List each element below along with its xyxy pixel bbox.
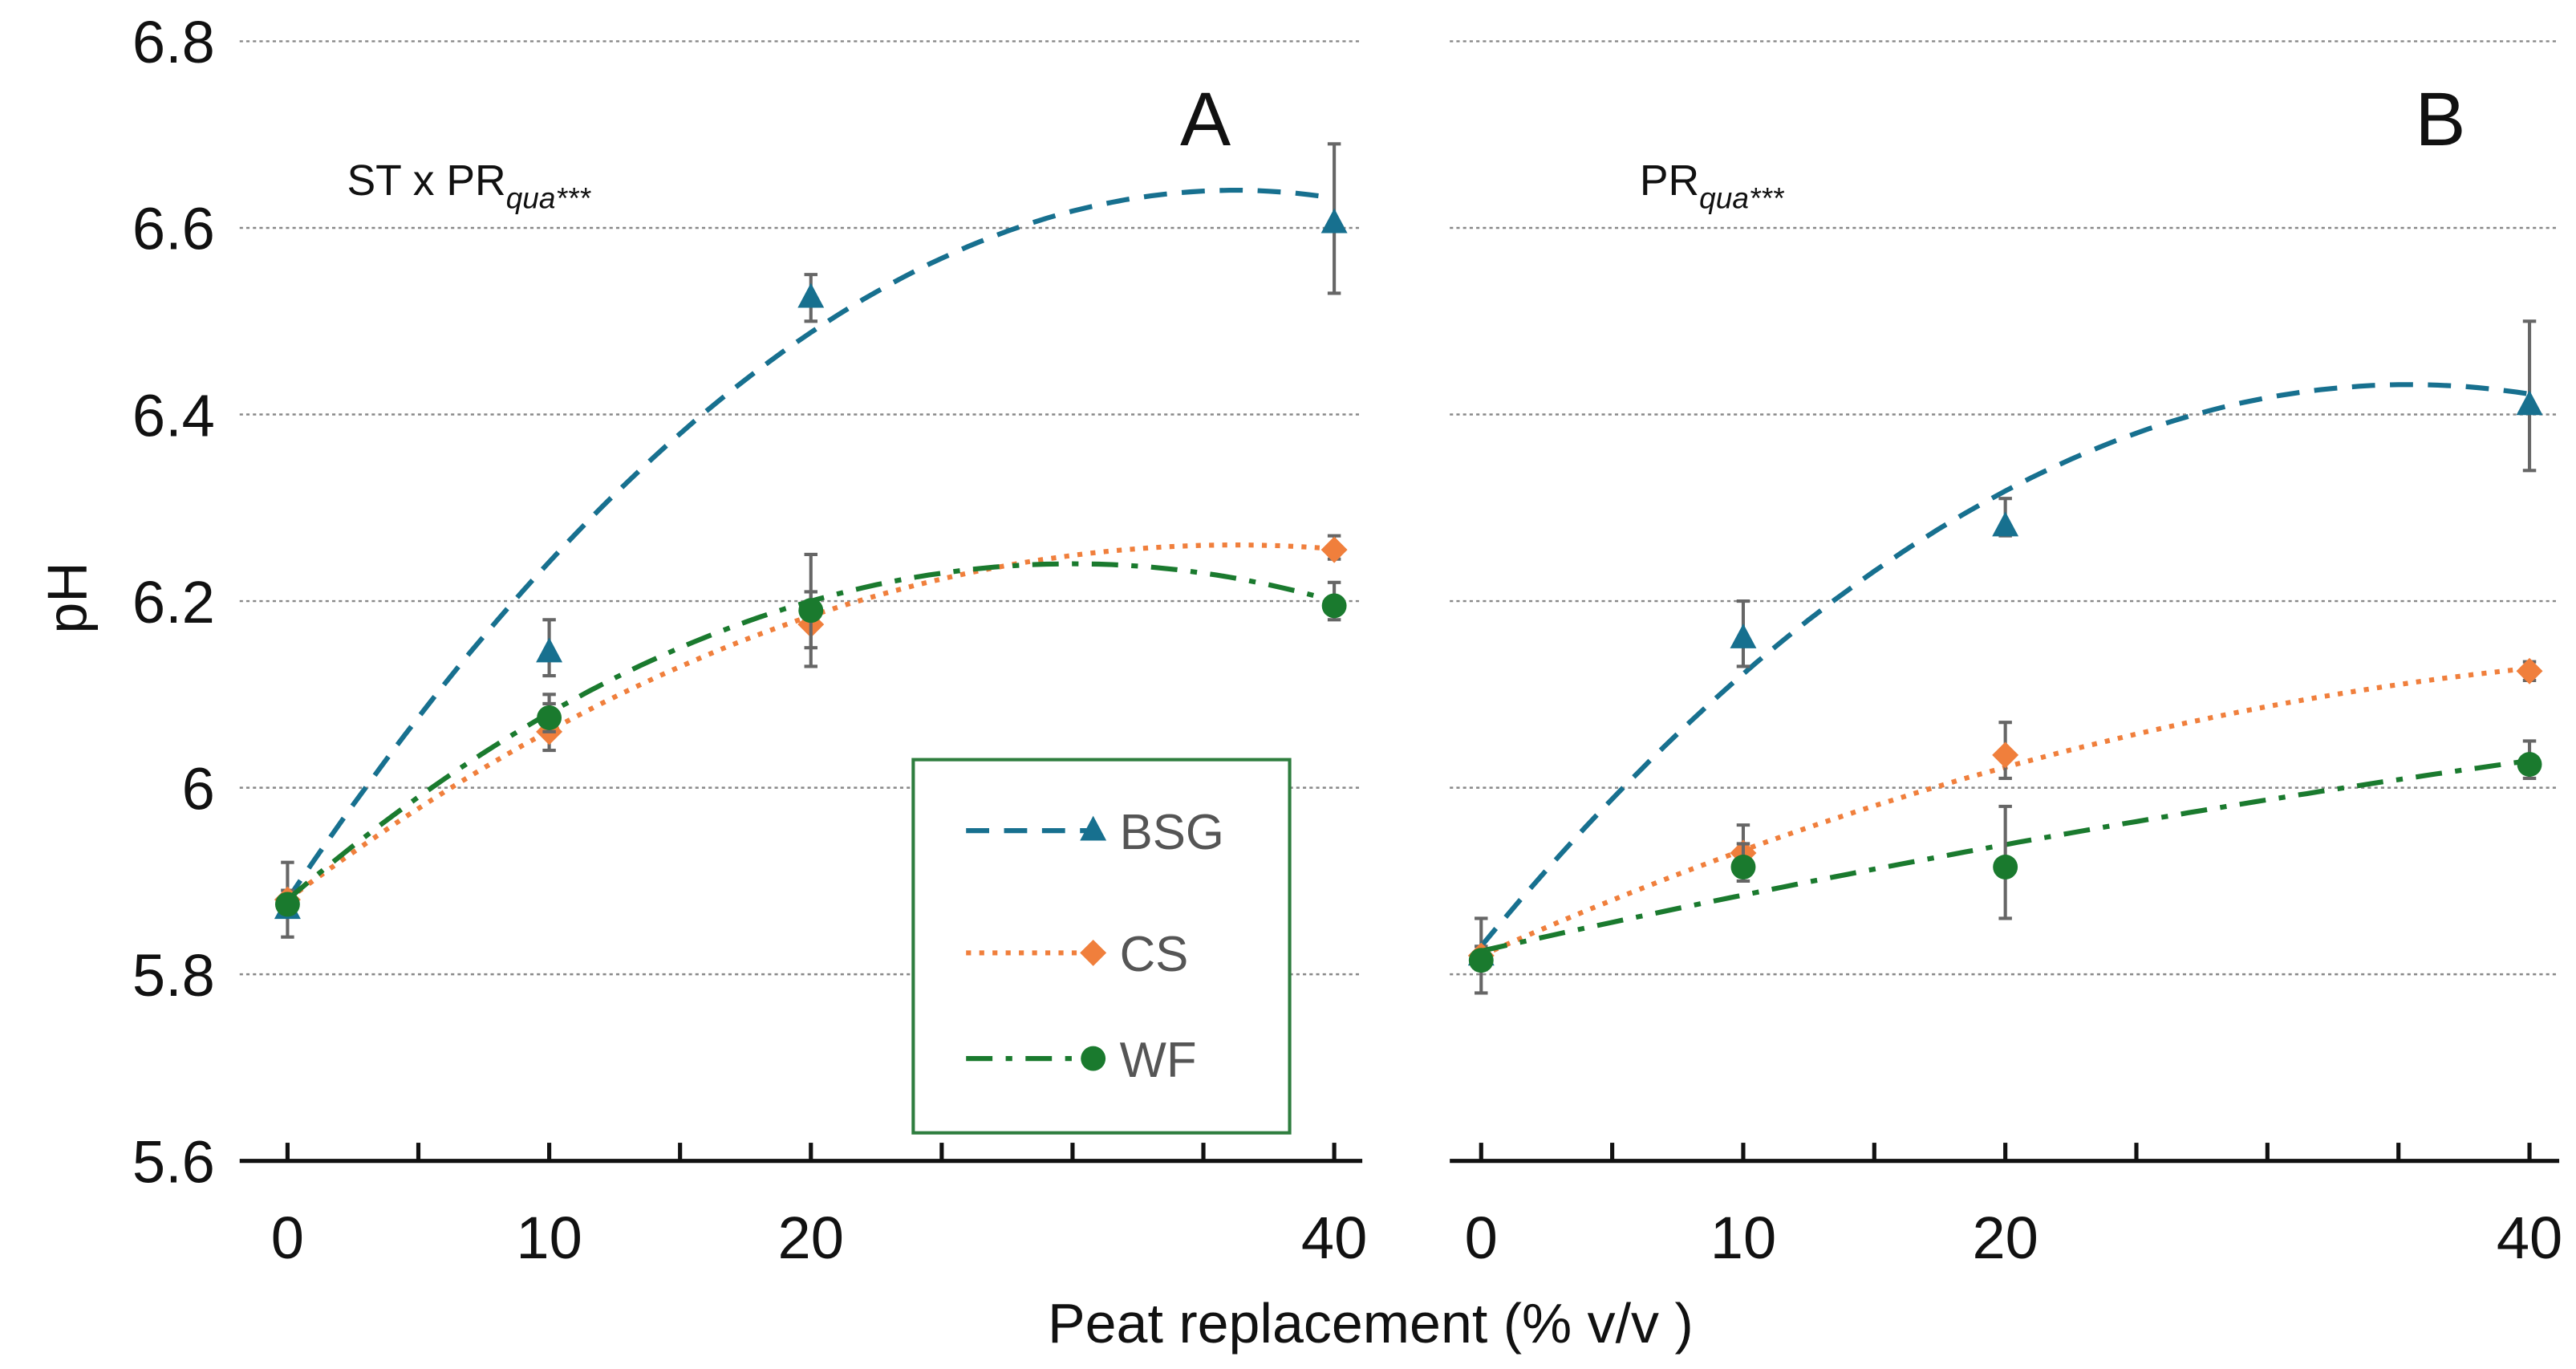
y-tick-label: 6.8 bbox=[132, 9, 215, 75]
legend-entry-bsg: BSG bbox=[966, 805, 1224, 860]
panel-label: A bbox=[1180, 77, 1231, 162]
data-point bbox=[2516, 657, 2543, 684]
data-point bbox=[797, 282, 825, 308]
significance-annotation: PRqua*** bbox=[1640, 157, 1785, 214]
y-tick-label: 6.6 bbox=[132, 196, 215, 262]
legend-label: CS bbox=[1120, 927, 1189, 982]
x-tick-label: 0 bbox=[271, 1204, 304, 1271]
data-point bbox=[1468, 948, 1494, 973]
legend-box bbox=[911, 758, 1292, 1135]
data-point bbox=[274, 892, 300, 917]
x-tick-label: 20 bbox=[1972, 1204, 2038, 1271]
fit-curve bbox=[1479, 382, 2530, 949]
significance-annotation: ST x PRqua*** bbox=[347, 157, 591, 214]
data-point bbox=[1320, 208, 1348, 234]
data-point bbox=[537, 705, 562, 730]
data-point bbox=[1730, 624, 1757, 648]
fit-curve bbox=[285, 187, 1335, 901]
legend: BSG CS WF bbox=[911, 758, 1292, 1135]
x-tick-label: 40 bbox=[1301, 1204, 1367, 1271]
data-point bbox=[2517, 752, 2542, 777]
series-wf bbox=[1468, 739, 2542, 973]
data-point bbox=[536, 637, 563, 663]
axes: 5.6 5.8 6 6.2 6.4 6.6 6.8 0 10 20 40 0 10 20 40 bbox=[132, 9, 2562, 1271]
data-point bbox=[1321, 593, 1347, 619]
fit-curve bbox=[1480, 758, 2530, 954]
x-tick-label: 10 bbox=[516, 1204, 582, 1271]
series-wf bbox=[274, 561, 1347, 917]
circle-marker-icon bbox=[1081, 1046, 1106, 1071]
legend-label: BSG bbox=[1120, 805, 1224, 860]
x-tick-label: 10 bbox=[1710, 1204, 1776, 1271]
legend-label: WF bbox=[1120, 1033, 1197, 1088]
y-tick-label: 6.2 bbox=[132, 569, 215, 636]
data-point bbox=[1320, 536, 1348, 563]
data-point bbox=[1992, 741, 2019, 769]
triangle-marker-icon bbox=[1080, 815, 1107, 841]
panel-label: B bbox=[2415, 77, 2465, 162]
data-point bbox=[1730, 855, 1756, 879]
legend-entry-wf: WF bbox=[966, 1033, 1197, 1088]
data-point bbox=[2516, 390, 2543, 416]
x-tick-label: 40 bbox=[2497, 1204, 2562, 1271]
x-tick-label: 20 bbox=[778, 1204, 844, 1271]
data-point bbox=[1993, 855, 2018, 879]
series-bsg bbox=[1467, 319, 2543, 995]
y-tick-label: 5.8 bbox=[132, 942, 215, 1009]
plot-area: A ST x PRqua*** B PRqua*** bbox=[274, 77, 2543, 995]
y-tick-label: 5.6 bbox=[132, 1128, 215, 1195]
x-axis-label: Peat replacement (% v/v ) bbox=[1048, 1292, 1694, 1355]
y-tick-label: 6.4 bbox=[132, 382, 215, 449]
y-axis-label: pH bbox=[35, 562, 98, 633]
x-tick-label: 0 bbox=[1465, 1204, 1498, 1271]
y-tick-label: 6 bbox=[182, 755, 215, 822]
gridlines bbox=[239, 40, 2560, 976]
data-point bbox=[1992, 511, 2019, 537]
data-point bbox=[798, 598, 824, 624]
